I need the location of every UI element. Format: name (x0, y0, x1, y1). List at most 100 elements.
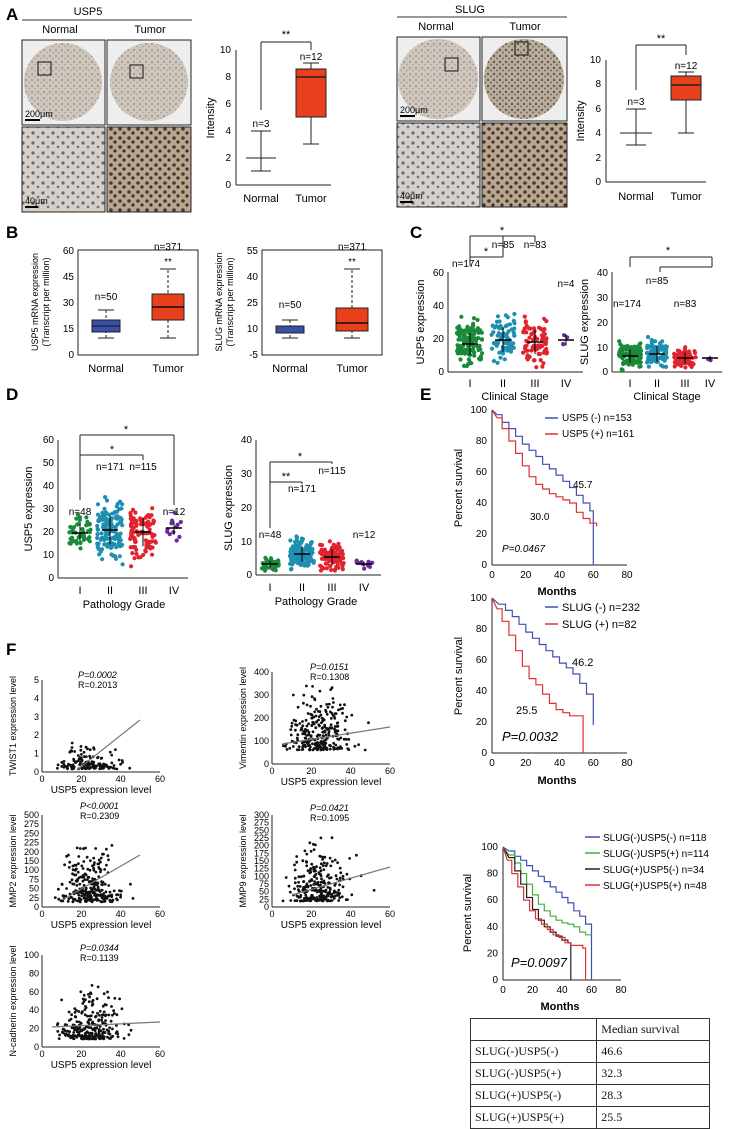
dot (103, 495, 108, 500)
dot (299, 894, 303, 897)
dot (106, 1035, 109, 1039)
dot (478, 328, 483, 333)
y-axis-label: SLUG mRNA expression (214, 252, 224, 351)
dot (321, 880, 324, 884)
dot (306, 712, 310, 715)
dot (72, 766, 76, 769)
dot (544, 351, 549, 356)
dot (115, 893, 118, 897)
dot (522, 346, 528, 351)
dot (542, 327, 547, 332)
dot (337, 888, 341, 892)
ytick: 20 (476, 717, 488, 728)
scatter-vimentin: 0 20 40 60 0 100 200 300 400 Vimentin expression … (238, 662, 395, 788)
dot (86, 1014, 89, 1018)
dot (315, 720, 319, 724)
dot (99, 764, 103, 767)
dot (687, 362, 692, 367)
xtick: 20 (76, 774, 86, 784)
dot (309, 704, 312, 708)
panel-label-e: E (420, 385, 431, 404)
dot (91, 1028, 95, 1031)
dot (102, 506, 107, 511)
xtick: 20 (306, 766, 316, 776)
dot (74, 879, 78, 883)
dot (105, 897, 108, 900)
dot (62, 760, 66, 763)
dot (97, 858, 101, 862)
dot (68, 880, 72, 884)
dot (341, 561, 346, 566)
dot (323, 744, 327, 747)
x-tick: IV (561, 378, 572, 390)
ytick: 40 (487, 922, 499, 933)
dot (672, 352, 677, 357)
dot (56, 1030, 60, 1033)
ytick: 30 (43, 504, 55, 515)
table-cell: 32.3 (596, 1062, 710, 1085)
dot (110, 753, 114, 757)
dot (102, 765, 106, 769)
dot (464, 328, 469, 334)
dot (295, 860, 299, 864)
dot (78, 1020, 81, 1024)
dot (324, 733, 328, 737)
dot (105, 542, 110, 547)
dot (529, 332, 534, 337)
dot (94, 1014, 98, 1018)
dot (90, 887, 93, 891)
dot (71, 1033, 75, 1037)
regression-line (281, 726, 391, 745)
xtick: 0 (39, 774, 44, 784)
dot (334, 564, 339, 569)
ytick: 250 (24, 828, 39, 838)
dot (680, 350, 685, 356)
dot (328, 856, 332, 860)
dot (106, 854, 110, 858)
xtick: 0 (489, 758, 495, 769)
dot (150, 506, 155, 511)
dot (629, 347, 634, 352)
significance-marker: * (500, 225, 505, 237)
dot (67, 541, 72, 546)
dot (645, 334, 651, 340)
dot (337, 708, 340, 712)
dot (145, 513, 150, 518)
x-axis-label: Pathology Grade (275, 596, 358, 608)
dot (118, 997, 121, 1001)
dot (128, 510, 133, 516)
n-label: n=174 (613, 299, 642, 310)
dot (293, 881, 297, 885)
dot (325, 875, 329, 878)
scale-bar-40: 40μm (25, 196, 48, 206)
dot (96, 518, 101, 523)
dot (99, 860, 102, 864)
dot (478, 347, 483, 352)
dot (67, 866, 71, 869)
table-cell: SLUG(+)USP5(-) (469, 1084, 598, 1107)
dot (649, 360, 654, 365)
dot (98, 1033, 101, 1036)
dot (658, 363, 664, 368)
dot (92, 856, 96, 860)
dot (498, 355, 503, 360)
x-axis-label: USP5 expression level (51, 920, 152, 931)
dot (94, 1032, 98, 1035)
dot (529, 348, 534, 353)
x-tick-tumor: Tumor (336, 363, 368, 375)
dot (299, 899, 303, 903)
tumor-zoom (106, 126, 192, 213)
dot (302, 880, 305, 883)
dot (68, 750, 72, 754)
dot (625, 344, 630, 349)
ytick: 1 (34, 749, 39, 759)
x-tick: III (327, 582, 336, 594)
dot (80, 864, 84, 868)
dot (120, 523, 125, 528)
dot (305, 852, 309, 856)
dot (129, 1028, 133, 1032)
dot (330, 836, 334, 840)
normal-zoom (396, 122, 481, 208)
scale-bar-200: 200μm (400, 105, 428, 115)
dot (332, 891, 336, 895)
